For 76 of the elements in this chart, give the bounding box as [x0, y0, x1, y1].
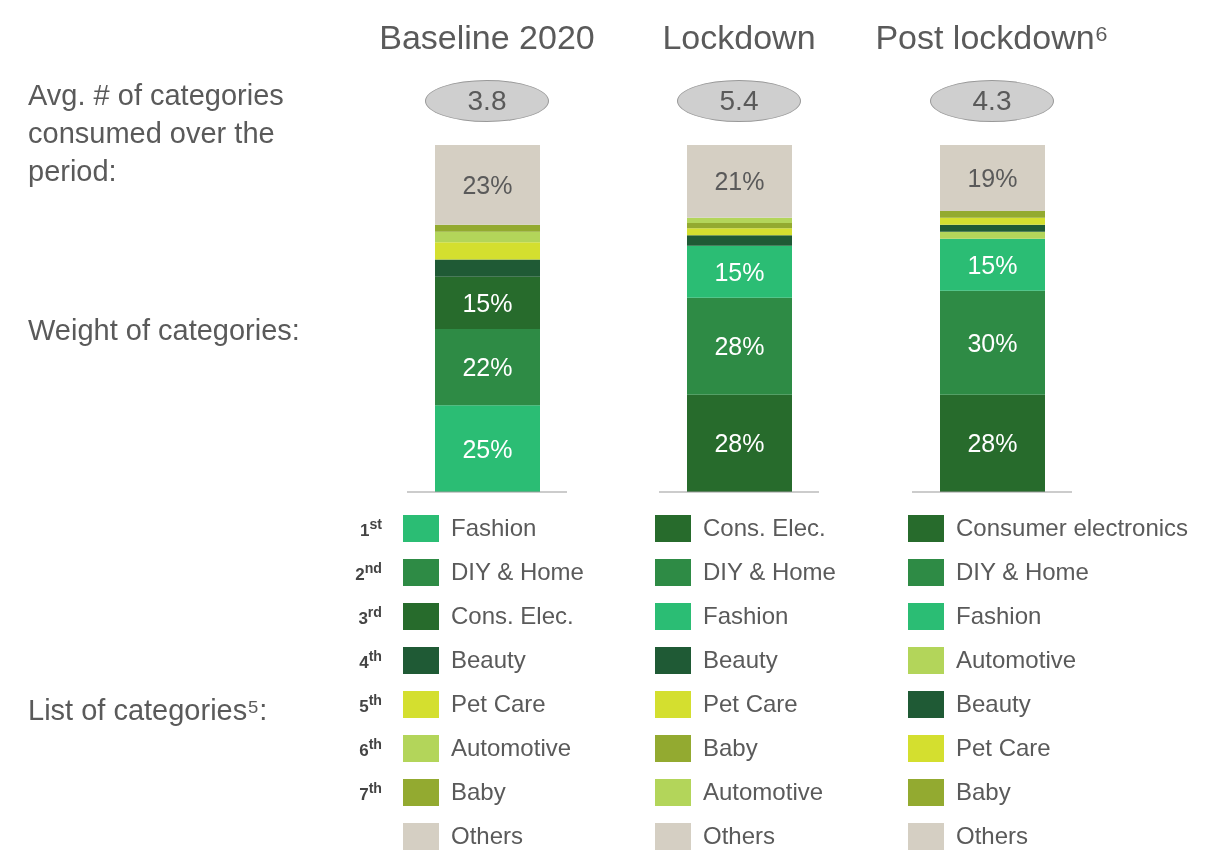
- legend-label: Others: [451, 822, 524, 850]
- bar: [940, 217, 1045, 225]
- data-label: 28%: [714, 332, 765, 361]
- data-label: 15%: [714, 257, 765, 286]
- bar: [435, 276, 540, 329]
- legend-label: Fashion: [956, 602, 1042, 630]
- legend-label: Others: [703, 822, 776, 850]
- text: 1$^{st}$: [359, 516, 382, 540]
- legend-label: DIY & Home: [451, 558, 584, 586]
- bar: [687, 245, 792, 298]
- data-label: 15%: [462, 288, 513, 317]
- bar: [940, 210, 1045, 218]
- bar: [687, 228, 792, 236]
- text: 2$^{nd}$: [355, 560, 382, 584]
- text: 7$^{th}$: [359, 780, 382, 804]
- legend-label: DIY & Home: [703, 558, 836, 586]
- text: 4$^{th}$: [359, 648, 382, 672]
- legend-label: Cons. Elec.: [451, 602, 574, 630]
- legend-label: Baby: [956, 778, 1011, 806]
- legend-label: Beauty: [451, 646, 526, 674]
- bar: [435, 231, 540, 243]
- legend-label: Others: [956, 822, 1029, 850]
- bar: [940, 145, 1045, 211]
- bar: [687, 217, 792, 224]
- text: 3$^{rd}$: [358, 604, 382, 628]
- text: 5.4: [677, 80, 801, 122]
- legend-label: Pet Care: [703, 690, 798, 718]
- bar: [435, 242, 540, 260]
- bar: [940, 290, 1045, 395]
- legend-label: Baby: [451, 778, 506, 806]
- data-label: 22%: [462, 353, 513, 382]
- bar: [435, 328, 540, 406]
- text: Avg. # of categories consumed over the period:: [28, 79, 284, 187]
- legend-label: Fashion: [703, 602, 789, 630]
- chart-title: Lockdown: [662, 18, 816, 56]
- legend-label: DIY & Home: [956, 558, 1089, 586]
- chart-title: Baseline 2020: [378, 18, 596, 57]
- bar: [940, 224, 1045, 232]
- data-label: 30%: [967, 328, 1018, 357]
- text: 4.3: [930, 80, 1054, 122]
- legend-label: Beauty: [703, 646, 778, 674]
- bar: [435, 145, 540, 225]
- bar: [687, 223, 792, 229]
- bar: [687, 394, 792, 492]
- bar: [435, 224, 540, 232]
- data-label: 15%: [967, 250, 1018, 279]
- text: 3.8: [425, 80, 549, 122]
- bar: [435, 259, 540, 277]
- chart-title: Post lockdown⁶: [874, 18, 1110, 57]
- legend-label: Beauty: [956, 690, 1031, 718]
- data-label: 28%: [967, 429, 1018, 458]
- bar: [687, 235, 792, 246]
- legend-label: Pet Care: [451, 690, 546, 718]
- legend-label: Pet Care: [956, 734, 1051, 762]
- bar: [940, 231, 1045, 239]
- data-label: 23%: [462, 170, 513, 199]
- text: Weight of categories:: [28, 314, 300, 346]
- bar: [687, 297, 792, 395]
- legend-label: Cons. Elec.: [703, 514, 826, 542]
- legend-label: Automotive: [451, 734, 572, 762]
- legend-label: Baby: [703, 734, 758, 762]
- legend-label: Automotive: [956, 646, 1077, 674]
- legend-label: Automotive: [703, 778, 824, 806]
- data-label: 25%: [462, 434, 513, 463]
- data-label: 21%: [714, 167, 765, 196]
- bar: [435, 405, 540, 492]
- bar: [687, 145, 792, 218]
- legend-label: Fashion: [451, 514, 537, 542]
- text: List of categories⁵:: [28, 694, 268, 726]
- text: 5$^{th}$: [359, 692, 382, 716]
- bar: [940, 394, 1045, 492]
- data-label: 28%: [714, 429, 765, 458]
- bar: [940, 238, 1045, 291]
- legend-label: Consumer electronics: [956, 514, 1189, 542]
- text: 6$^{th}$: [359, 736, 382, 760]
- data-label: 19%: [967, 163, 1018, 192]
